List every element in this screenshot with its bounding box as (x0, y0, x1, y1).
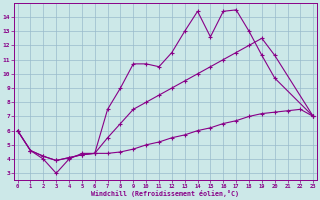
X-axis label: Windchill (Refroidissement éolien,°C): Windchill (Refroidissement éolien,°C) (92, 190, 239, 197)
